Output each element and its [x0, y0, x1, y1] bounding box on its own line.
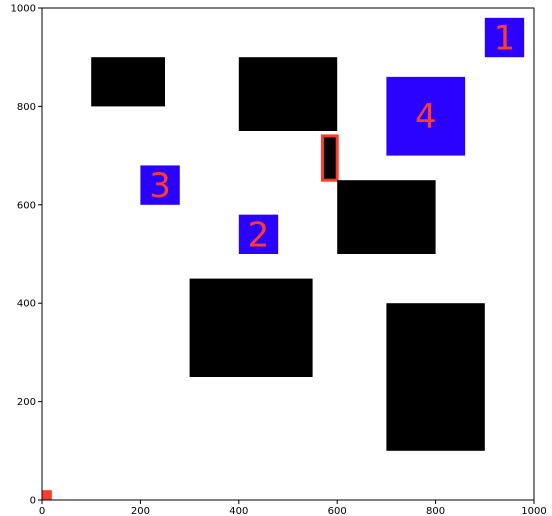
x-tick-label: 0: [39, 506, 45, 516]
obstacle: [189, 278, 313, 377]
x-tick-label: 1000: [521, 506, 546, 516]
x-tick-label: 400: [229, 506, 248, 516]
obstacle: [337, 180, 436, 254]
goal-3: [140, 165, 180, 205]
y-tick-label: 600: [17, 200, 36, 211]
goal-2: [238, 214, 279, 254]
goal-1-label: 1: [494, 19, 516, 59]
y-tick-label: 200: [17, 397, 36, 408]
agent-marker: [42, 490, 52, 500]
x-tick-label: 800: [426, 506, 445, 516]
y-tick-label: 1000: [11, 4, 36, 15]
goal-3-label: 3: [149, 166, 171, 206]
plot-frame: [41, 7, 535, 501]
y-tick-label: 400: [17, 299, 36, 310]
obstacle: [238, 57, 338, 132]
x-tick-label: 200: [131, 506, 150, 516]
goal-2-label: 2: [248, 215, 270, 255]
y-tick-label: 0: [30, 496, 36, 507]
goal-1: [484, 17, 525, 58]
highlighted-obstacle: [320, 134, 339, 182]
obstacle: [386, 303, 485, 451]
goal-4-label: 4: [415, 97, 437, 137]
y-tick-label: 800: [17, 102, 36, 113]
plot-area: 1 2 3 4: [42, 17, 525, 500]
obstacle: [91, 57, 165, 107]
x-tick-label: 600: [328, 506, 347, 516]
goal-4: [386, 76, 466, 156]
axes: 0 200 400 600 800 1000 0 200 400 600 800 1000: [11, 4, 547, 516]
